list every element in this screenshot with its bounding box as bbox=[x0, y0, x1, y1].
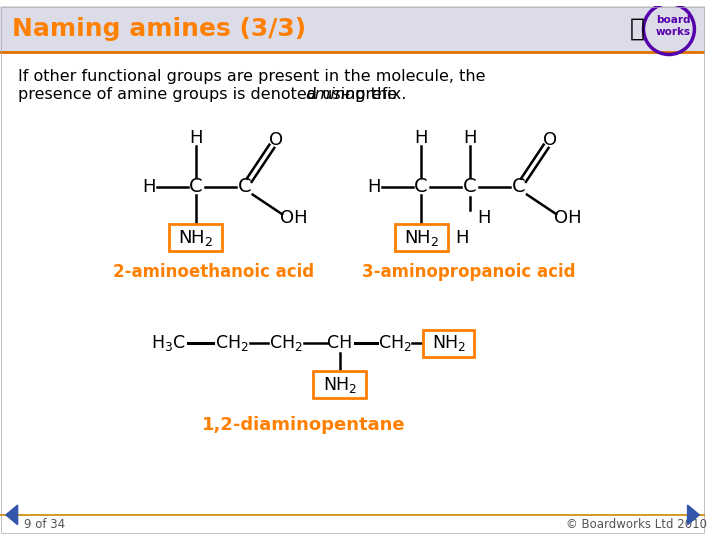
Text: 1,2-diaminopentane: 1,2-diaminopentane bbox=[202, 416, 405, 434]
Text: C: C bbox=[189, 177, 203, 196]
FancyBboxPatch shape bbox=[0, 52, 705, 535]
Text: C: C bbox=[414, 177, 428, 196]
Polygon shape bbox=[688, 505, 699, 525]
Text: NH$_2$: NH$_2$ bbox=[431, 334, 466, 354]
FancyBboxPatch shape bbox=[395, 224, 448, 252]
Text: NH$_2$: NH$_2$ bbox=[179, 228, 214, 248]
Text: 📖: 📖 bbox=[630, 17, 645, 41]
Text: H: H bbox=[477, 209, 490, 227]
FancyBboxPatch shape bbox=[313, 371, 366, 399]
Text: 3-aminopropanoic acid: 3-aminopropanoic acid bbox=[362, 263, 576, 281]
Text: O: O bbox=[544, 131, 557, 149]
Text: H$_3$C: H$_3$C bbox=[151, 334, 186, 354]
Text: H: H bbox=[142, 178, 156, 195]
Text: CH: CH bbox=[328, 334, 353, 353]
Text: OH: OH bbox=[554, 209, 582, 227]
Text: H: H bbox=[464, 129, 477, 147]
FancyBboxPatch shape bbox=[169, 224, 222, 252]
Text: CH$_2$: CH$_2$ bbox=[215, 334, 249, 354]
Text: 9 of 34: 9 of 34 bbox=[24, 518, 65, 531]
Text: H: H bbox=[456, 228, 469, 247]
Text: – prefix.: – prefix. bbox=[342, 87, 406, 102]
Text: C: C bbox=[513, 177, 526, 196]
Text: CH$_2$: CH$_2$ bbox=[378, 334, 412, 354]
Text: H: H bbox=[415, 129, 428, 147]
Text: NH$_2$: NH$_2$ bbox=[323, 375, 357, 395]
Text: 2-aminoethanoic acid: 2-aminoethanoic acid bbox=[112, 263, 314, 281]
Polygon shape bbox=[6, 505, 17, 525]
Text: board
works: board works bbox=[655, 15, 690, 37]
Text: C: C bbox=[238, 177, 252, 196]
FancyBboxPatch shape bbox=[423, 330, 474, 357]
Text: amino: amino bbox=[305, 87, 356, 102]
Text: © Boardworks Ltd 2010: © Boardworks Ltd 2010 bbox=[566, 518, 707, 531]
Text: H: H bbox=[367, 178, 381, 195]
Text: If other functional groups are present in the molecule, the: If other functional groups are present i… bbox=[17, 69, 485, 84]
FancyBboxPatch shape bbox=[0, 5, 705, 52]
Text: CH$_2$: CH$_2$ bbox=[269, 334, 303, 354]
Text: Naming amines (3/3): Naming amines (3/3) bbox=[12, 17, 306, 41]
Text: H: H bbox=[189, 129, 202, 147]
Text: O: O bbox=[269, 131, 283, 149]
Text: NH$_2$: NH$_2$ bbox=[403, 228, 438, 248]
Text: OH: OH bbox=[280, 209, 307, 227]
Text: C: C bbox=[464, 177, 477, 196]
Text: presence of amine groups is denoted using the: presence of amine groups is denoted usin… bbox=[17, 87, 402, 102]
